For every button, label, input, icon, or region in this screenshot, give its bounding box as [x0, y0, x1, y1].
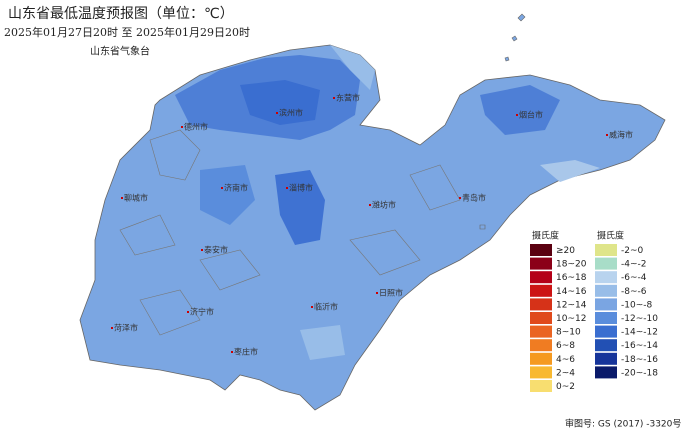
- legend-swatch: [595, 352, 617, 365]
- legend: 摄氏度 ≥20 18~20 16~18 14~16 12~14 10~12 8~10 6~8 4~…: [530, 230, 658, 392]
- legend-label: 8~10: [556, 328, 581, 338]
- city-label: 东营市: [336, 93, 360, 103]
- legend-label: -20~-18: [621, 368, 658, 378]
- island: [479, 13, 526, 230]
- city-dot: [276, 112, 278, 114]
- city-dot: [606, 134, 608, 136]
- city-label: 泰安市: [204, 245, 228, 255]
- legend-label: 16~18: [556, 273, 587, 283]
- legend-swatch: [530, 257, 552, 270]
- legend-swatch: [595, 284, 617, 297]
- legend-unit: 摄氏度: [597, 230, 624, 242]
- land: [79, 44, 666, 411]
- city-label: 日照市: [379, 288, 403, 298]
- legend-label: 14~16: [556, 287, 587, 297]
- city-label: 威海市: [609, 130, 633, 140]
- city-label: 青岛市: [462, 193, 486, 203]
- legend-swatch: [595, 271, 617, 284]
- city-dot: [376, 292, 378, 294]
- city-label: 聊城市: [124, 193, 148, 203]
- legend-label: ≥20: [556, 246, 575, 256]
- city-dot: [369, 204, 371, 206]
- city-dot: [286, 187, 288, 189]
- legend-swatch: [530, 352, 552, 365]
- city-dot: [121, 197, 123, 199]
- legend-swatch: [530, 284, 552, 297]
- province: [79, 44, 666, 411]
- legend-swatch: [595, 339, 617, 352]
- city-label: 菏泽市: [114, 323, 138, 333]
- warm-zone: [330, 45, 375, 90]
- legend-swatch: [595, 298, 617, 311]
- city-dot: [181, 126, 183, 128]
- legend-swatch: [595, 325, 617, 338]
- warm-zone: [300, 325, 345, 360]
- title: 山东省最低温度预报图（单位：℃）: [8, 6, 234, 22]
- city-dot: [333, 97, 335, 99]
- city-dot: [231, 351, 233, 353]
- city-label: 淄博市: [289, 183, 313, 193]
- legend-swatch: [530, 380, 552, 392]
- legend-swatch: [530, 271, 552, 284]
- city-label: 临沂市: [314, 302, 338, 312]
- cold-zone: [480, 85, 560, 135]
- legend-swatch: [595, 312, 617, 324]
- legend-label: -14~-12: [621, 328, 658, 338]
- legend-label: 2~4: [556, 368, 575, 378]
- legend-label: -18~-16: [621, 355, 658, 365]
- legend-label: 10~12: [556, 314, 586, 324]
- legend-label: -6~-4: [621, 273, 647, 283]
- legend-swatch: [530, 366, 552, 379]
- city-label: 德州市: [184, 122, 208, 132]
- city-dot: [311, 306, 313, 308]
- legend-label: -4~-2: [621, 260, 647, 270]
- legend-swatch: [595, 257, 617, 270]
- legend-unit: 摄氏度: [532, 230, 559, 242]
- city-dot: [187, 311, 189, 313]
- city-label: 潍坊市: [372, 200, 396, 210]
- legend-swatch: [595, 366, 617, 379]
- approval-number: 审图号: GS (2017) -3320号: [565, 418, 681, 430]
- city-dot: [516, 114, 518, 116]
- city-label: 枣庄市: [234, 347, 258, 357]
- agency: 山东省气象台: [90, 45, 150, 58]
- city-dot: [111, 327, 113, 329]
- legend-label: 0~2: [556, 382, 575, 392]
- boundaries: [119, 129, 461, 336]
- city-dot: [459, 197, 461, 199]
- city-dot: [201, 249, 203, 251]
- legend-label: -16~-14: [621, 341, 658, 351]
- cold-zone: [240, 80, 320, 125]
- legend-label: 4~6: [556, 355, 575, 365]
- cold-zone: [200, 165, 255, 225]
- legend-label: 6~8: [556, 341, 575, 351]
- legend-label: 12~14: [556, 300, 587, 310]
- legend-label: 18~20: [556, 260, 587, 270]
- city-label: 济南市: [224, 183, 248, 193]
- city-dot: [221, 187, 223, 189]
- legend-label: -2~0: [621, 246, 644, 256]
- city-label: 济宁市: [190, 307, 214, 317]
- legend-swatch: [530, 312, 552, 324]
- city-label: 滨州市: [279, 108, 303, 118]
- warm-zone: [540, 160, 600, 182]
- islands: [479, 13, 526, 230]
- legend-label: -10~-8: [621, 300, 652, 310]
- legend-swatch: [530, 298, 552, 311]
- legend-swatch: [595, 244, 617, 256]
- legend-label: -8~-6: [621, 287, 647, 297]
- legend-swatch: [530, 244, 552, 256]
- legend-swatch: [530, 325, 552, 338]
- period: 2025年01月27日20时 至 2025年01月29日20时: [4, 25, 250, 39]
- legend-swatch: [530, 339, 552, 352]
- city-label: 烟台市: [519, 110, 543, 120]
- legend-label: -12~-10: [621, 314, 658, 324]
